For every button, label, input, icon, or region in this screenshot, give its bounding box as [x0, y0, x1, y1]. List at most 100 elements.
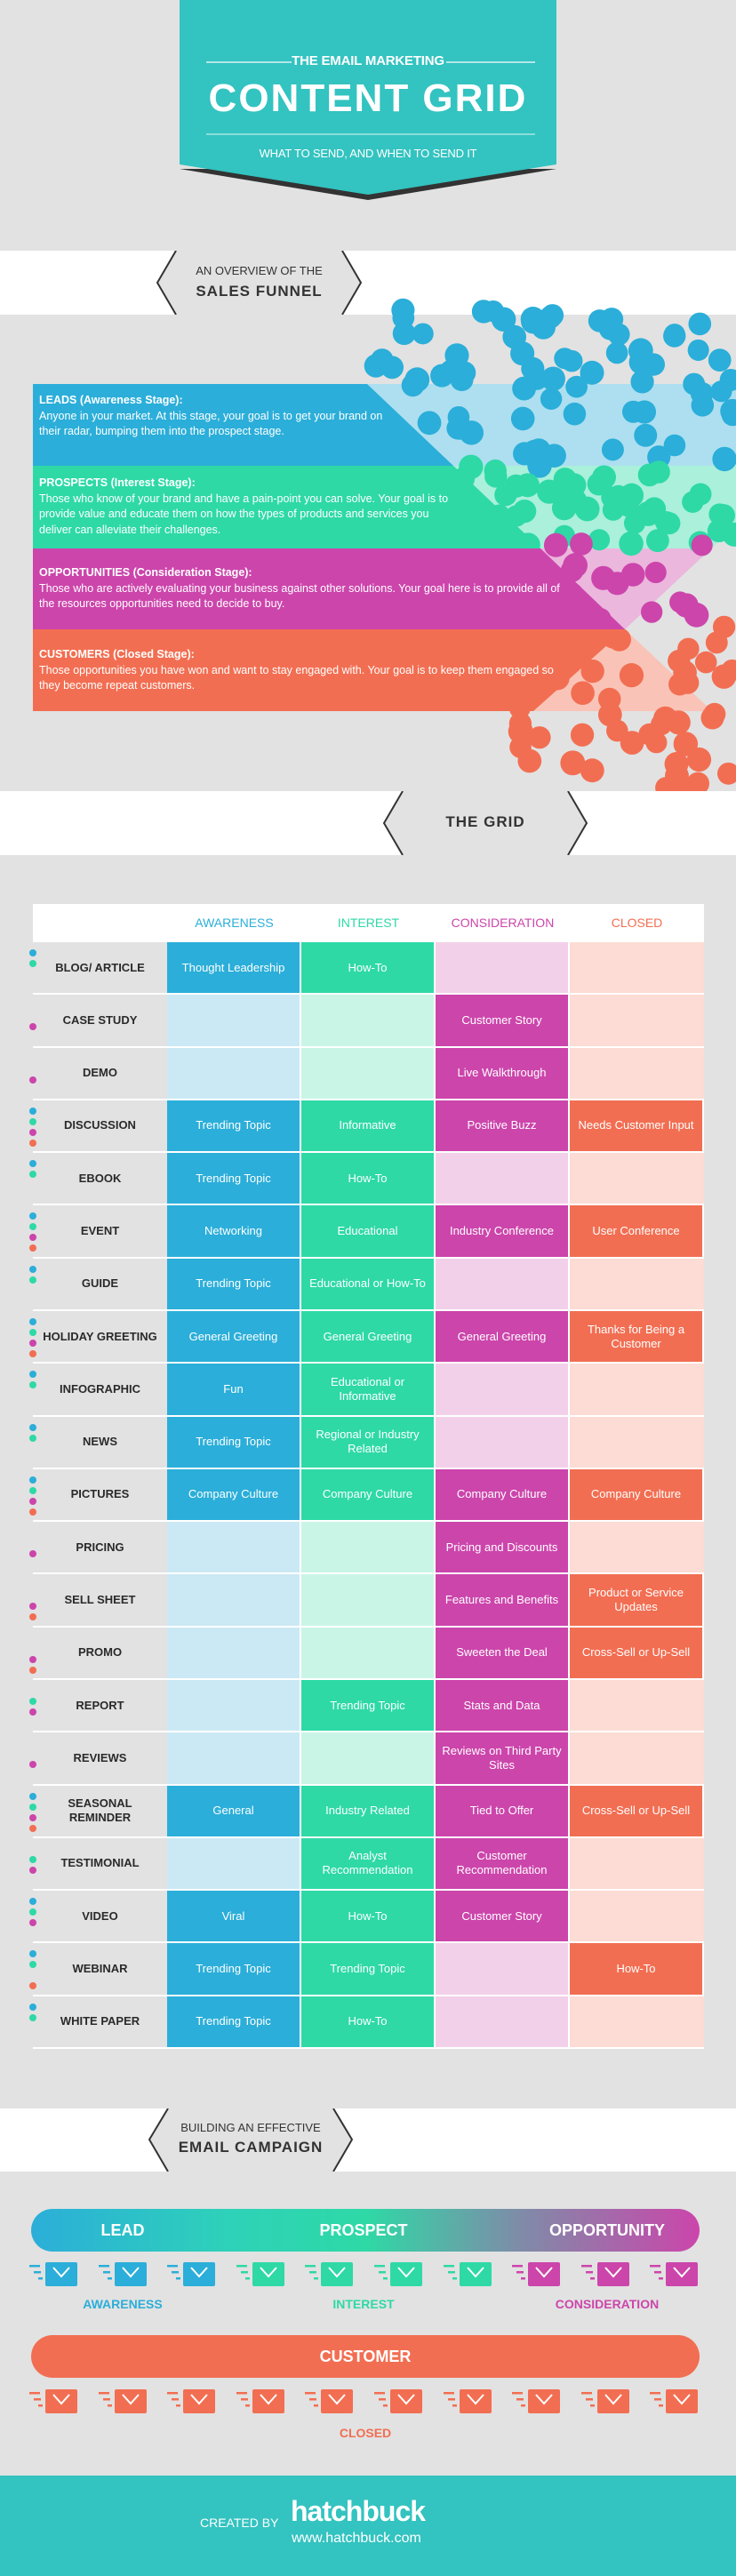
- row-label: NEWS: [33, 1416, 167, 1469]
- funnel-dot: [512, 376, 537, 401]
- stage-dot-interest: [29, 1223, 36, 1231]
- email-envelope-icon: [374, 2389, 424, 2414]
- cell-interest: Analyst Recommendation: [301, 1837, 436, 1892]
- cell-closed: [570, 1996, 704, 2049]
- grid-row: DISCUSSION Trending Topic Informative Posit…: [29, 1100, 704, 1154]
- heading-small: BUILDING AN EFFECTIVE: [180, 2121, 321, 2134]
- cell-consideration: Industry Conference: [436, 1205, 570, 1259]
- funnel-dot: [691, 534, 713, 556]
- funnel-dot: [540, 388, 563, 410]
- grid-row: REVIEWS Reviews on Third Party Sites: [29, 1732, 704, 1786]
- grid-row: PRICING Pricing and Discounts: [29, 1522, 704, 1575]
- cell-interest: Educational: [301, 1205, 436, 1259]
- sales-funnel-heading: AN OVERVIEW OF THE SALES FUNNEL: [156, 251, 362, 315]
- email-envelope-icon: [29, 2262, 79, 2287]
- cell-awareness: Trending Topic: [167, 1100, 301, 1154]
- grid-row: PICTURES Company Culture Company Culture Co…: [29, 1468, 704, 1523]
- funnel-stage-opportunities: OPPORTUNITIES (Consideration Stage): Thos…: [39, 565, 572, 612]
- heading-large: THE GRID: [445, 813, 525, 830]
- bar-label-customer: CUSTOMER: [319, 2348, 412, 2365]
- cell-closed: Cross-Sell or Up-Sell: [570, 1785, 704, 1838]
- funnel-stage-customers: CUSTOMERS (Closed Stage): Those opportuni…: [39, 647, 572, 694]
- cell-closed: [570, 1153, 704, 1206]
- funnel-dot: [580, 758, 604, 783]
- stage-dot-awareness: [29, 1423, 36, 1431]
- cell-consideration: [436, 1943, 570, 1996]
- cell-interest: [301, 1574, 436, 1628]
- footer: CREATED BY hatchbuck www.hatchbuck.com: [0, 2476, 736, 2576]
- funnel-dot: [560, 750, 586, 776]
- stage-dot-awareness: [29, 1107, 36, 1115]
- band-interest: [33, 466, 540, 548]
- cell-consideration: Features and Benefits: [436, 1574, 570, 1628]
- funnel-dot: [417, 411, 442, 436]
- cell-awareness: [167, 1732, 301, 1786]
- grid-body: BLOG/ ARTICLE Thought Leadership How-To CAS…: [29, 942, 704, 2049]
- grid-row: EVENT Networking Educational Industry Confe…: [29, 1205, 704, 1259]
- grid-row: SEASONAL REMINDER General Industry Related…: [29, 1785, 704, 1838]
- funnel-dot: [588, 309, 612, 332]
- funnel-dot: [647, 460, 670, 484]
- row-label: WEBINAR: [33, 1943, 167, 1996]
- cell-consideration: Sweeten the Deal: [436, 1627, 570, 1680]
- cell-closed: Needs Customer Input: [570, 1100, 704, 1154]
- funnel-dot: [528, 726, 551, 749]
- row-label: PRICING: [33, 1522, 167, 1575]
- cell-closed: User Conference: [570, 1205, 704, 1259]
- email-envelope-icon: [580, 2389, 631, 2414]
- stage-title: OPPORTUNITIES (Consideration Stage):: [39, 566, 252, 579]
- funnel-dot: [588, 529, 611, 551]
- website-link[interactable]: www.hatchbuck.com: [292, 2531, 421, 2546]
- funnel-dot: [504, 474, 528, 498]
- stage-label-interest: INTEREST: [332, 2297, 395, 2311]
- cell-interest: [301, 1522, 436, 1575]
- stage-dot-closed: [29, 1139, 36, 1147]
- cell-interest: Informative: [301, 1100, 436, 1154]
- row-label: SEASONAL REMINDER: [33, 1785, 167, 1838]
- cell-consideration: Company Culture: [436, 1468, 570, 1523]
- heading-large: SALES FUNNEL: [196, 283, 323, 300]
- stage-label-awareness: AWARENESS: [83, 2297, 163, 2311]
- funnel-dot: [687, 339, 709, 361]
- stage-dot-awareness: [29, 949, 36, 956]
- grid-row: PROMO Sweeten the Deal Cross-Sell or Up-Se…: [29, 1627, 704, 1680]
- cell-consideration: [436, 942, 570, 996]
- funnel-dot: [623, 512, 646, 534]
- column-header-consideration: CONSIDERATION: [451, 916, 555, 930]
- email-envelope-icon: [305, 2389, 355, 2414]
- cell-awareness: [167, 995, 301, 1048]
- row-label: PICTURES: [33, 1468, 167, 1523]
- funnel-dot: [620, 483, 644, 508]
- column-header-awareness: AWARENESS: [195, 916, 274, 930]
- cell-consideration: Reviews on Third Party Sites: [436, 1732, 570, 1786]
- funnel-dot: [554, 348, 576, 370]
- funnel-dot: [520, 307, 546, 332]
- cell-closed: [570, 1679, 704, 1733]
- cell-closed: [570, 1364, 704, 1417]
- funnel-dot: [663, 324, 686, 348]
- bar-label-opportunity: OPPORTUNITY: [548, 2221, 666, 2239]
- stage-dot-awareness: [29, 1950, 36, 1958]
- stage-dot-awareness: [29, 1792, 36, 1800]
- funnel-dot: [597, 702, 622, 727]
- cell-consideration: [436, 1364, 570, 1417]
- sales-funnel-graphic: [33, 298, 736, 791]
- bar-label-lead: LEAD: [100, 2221, 145, 2239]
- funnel-dot: [712, 446, 736, 472]
- funnel-dot: [502, 324, 527, 349]
- funnel-dot: [689, 483, 712, 506]
- funnel-dot: [663, 434, 686, 457]
- stage-dot-awareness: [29, 1265, 36, 1273]
- funnel-dot: [570, 723, 595, 747]
- email-envelope-icon: [443, 2389, 493, 2414]
- cell-interest: How-To: [301, 1996, 436, 2049]
- funnel-dot: [705, 631, 728, 654]
- funnel-dot: [563, 553, 588, 578]
- cell-awareness: General Greeting: [167, 1310, 301, 1364]
- cell-awareness: Trending Topic: [167, 1996, 301, 2049]
- header-banner: THE EMAIL MARKETING CONTENT GRID WHAT TO…: [0, 0, 736, 213]
- cell-awareness: [167, 1522, 301, 1575]
- cell-closed: Product or Service Updates: [570, 1574, 704, 1628]
- cell-closed: Cross-Sell or Up-Sell: [570, 1627, 704, 1680]
- stage-dot-awareness: [29, 1476, 36, 1484]
